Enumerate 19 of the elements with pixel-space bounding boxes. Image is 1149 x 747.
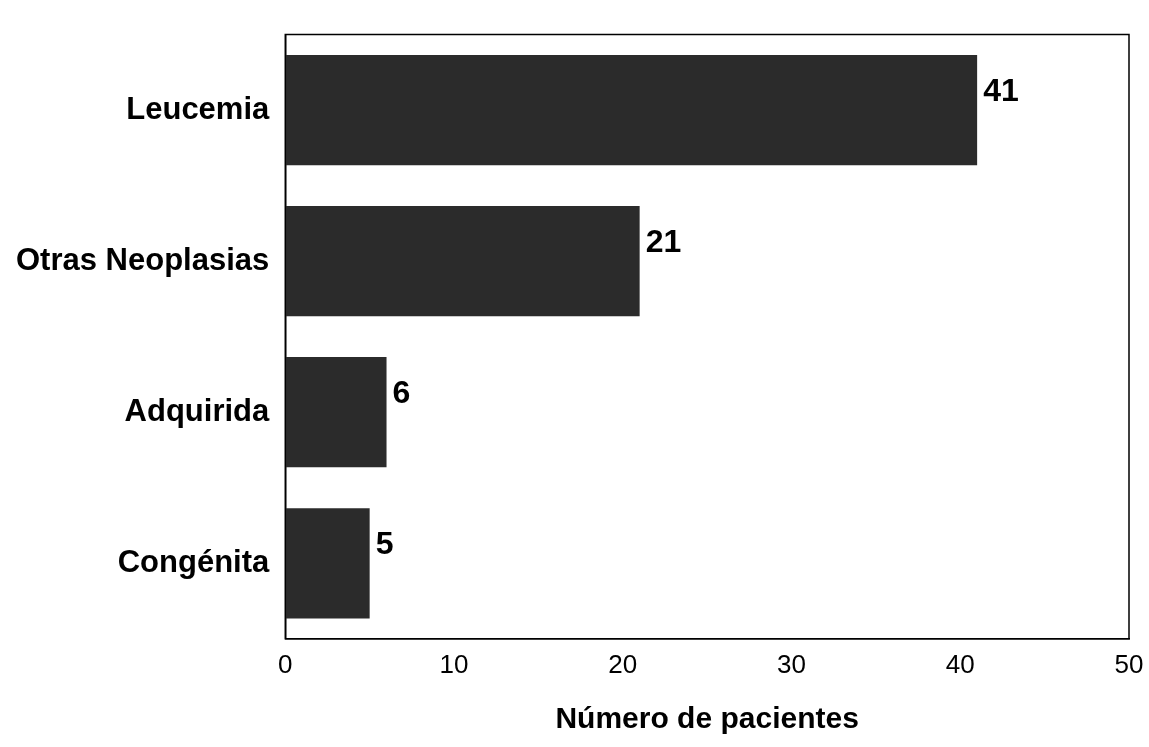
data-label: 21 bbox=[645, 223, 682, 259]
x-tick-label: 40 bbox=[945, 648, 975, 679]
bar bbox=[285, 508, 370, 619]
y-tick-label: Adquirida bbox=[124, 392, 271, 428]
bar bbox=[285, 206, 640, 317]
data-label: 5 bbox=[375, 525, 394, 562]
x-tick-label: 10 bbox=[439, 648, 469, 679]
x-axis-title: Número de pacientes bbox=[555, 701, 859, 735]
bar bbox=[285, 54, 978, 166]
data-label: 41 bbox=[983, 71, 1019, 108]
x-tick-label: 30 bbox=[777, 648, 806, 679]
bar bbox=[285, 357, 387, 468]
x-tick-label: 50 bbox=[1114, 648, 1144, 679]
x-tick-label: 0 bbox=[278, 648, 293, 679]
y-tick-label: Congénita bbox=[117, 543, 271, 579]
x-tick-label: 20 bbox=[608, 648, 638, 679]
data-label: 6 bbox=[392, 374, 411, 411]
y-tick-label: Leucemia bbox=[126, 90, 271, 126]
y-tick-label: Otras Neoplasias bbox=[15, 241, 270, 277]
